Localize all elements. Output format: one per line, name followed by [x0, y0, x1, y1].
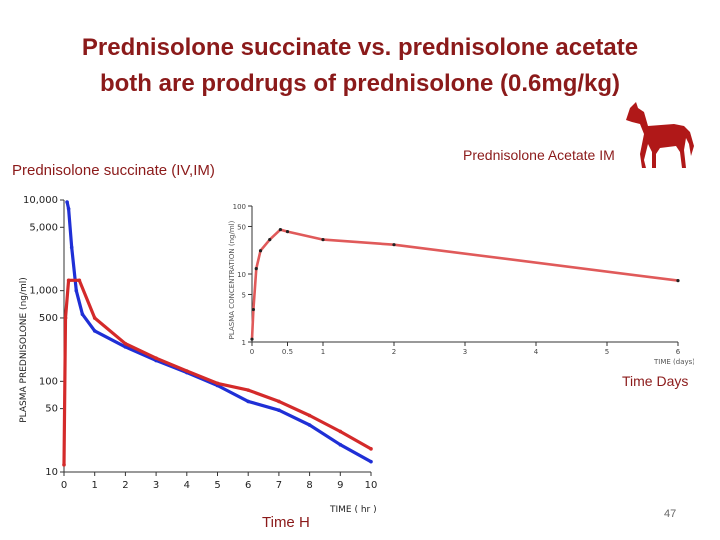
x-tick-label: 8 — [306, 480, 312, 491]
data-point — [69, 245, 74, 250]
data-point — [254, 267, 258, 271]
acetate-chart: PLASMA CONCENTRATION (ng/ml) 1 5 10 50 100 0 0… — [228, 203, 694, 366]
right-chart-label: Prednisolone Acetate IM — [463, 147, 615, 163]
y-tick-label: 500 — [39, 313, 58, 324]
data-point — [246, 388, 250, 392]
data-point — [321, 238, 325, 242]
data-point — [65, 200, 69, 204]
data-point — [277, 408, 281, 413]
x-tick-label: 3 — [463, 348, 467, 356]
plot-area: 1 5 10 50 100 0 0.5 1 2 3 4 5 6 — [233, 203, 681, 356]
data-point — [392, 243, 396, 247]
y-tick-label: 10,000 — [23, 195, 58, 206]
left-chart-label: Prednisolone succinate (IV,IM) — [12, 162, 215, 179]
x-tick-label: 6 — [676, 348, 681, 356]
data-point — [246, 399, 250, 404]
x-tick-label: 4 — [534, 348, 539, 356]
x-tick-label: 6 — [245, 480, 251, 491]
data-point — [278, 227, 282, 232]
x-tick-label: 0 — [61, 480, 67, 491]
x-tick-label: 1 — [321, 348, 325, 356]
x-tick-label: 3 — [153, 480, 159, 491]
data-point — [307, 423, 312, 427]
slide-title: Prednisolone succinate vs. prednisolone … — [0, 30, 720, 102]
data-point — [338, 442, 343, 447]
data-point — [63, 316, 68, 320]
data-point — [215, 381, 220, 386]
succinate-chart: PLASMA PREDNISOLONE (ng/ml) 10,000 5,000 1… — [19, 195, 377, 515]
x-tick-label: 2 — [392, 348, 396, 356]
data-point — [268, 238, 272, 242]
data-point — [92, 329, 97, 333]
data-point — [92, 316, 97, 320]
y-tick-label: 1 — [242, 339, 246, 347]
data-point — [123, 341, 128, 346]
data-point — [369, 459, 373, 464]
data-point — [123, 345, 128, 349]
data-point — [80, 312, 85, 317]
y-tick-label: 50 — [237, 223, 246, 231]
y-axis-title-text: PLASMA PREDNISOLONE (ng/ml) — [19, 277, 29, 423]
data-point — [77, 278, 82, 283]
data-point — [338, 429, 343, 434]
x-axis-title: TIME (days) — [653, 358, 694, 366]
x-tick-label: 9 — [337, 480, 343, 491]
data-point — [258, 249, 263, 253]
x-tick-label: 7 — [276, 480, 282, 491]
data-point — [251, 307, 256, 312]
data-point — [307, 413, 312, 418]
data-point — [74, 288, 79, 293]
data-point — [277, 399, 281, 404]
x-tick-label: 1 — [92, 480, 98, 491]
y-tick-label: 10 — [237, 271, 246, 279]
time-days-label: Time Days — [622, 373, 689, 389]
data-point — [285, 230, 290, 234]
y-tick-label: 100 — [233, 203, 246, 211]
horse-icon — [626, 102, 694, 168]
title-line-2: both are prodrugs of prednisolone (0.6mg… — [99, 70, 621, 97]
y-tick-label: 50 — [45, 404, 58, 415]
x-tick-label: 2 — [122, 480, 128, 491]
data-point — [66, 206, 71, 211]
x-tick-label: 0.5 — [282, 348, 293, 356]
x-axis-title: TIME ( hr ) — [329, 505, 377, 515]
data-point — [66, 278, 71, 283]
y-tick-label: 5 — [242, 291, 246, 299]
data-point — [676, 278, 680, 283]
y-tick-label: 1,000 — [29, 286, 58, 297]
y-axis-title: PLASMA PREDNISOLONE (ng/ml) — [19, 277, 29, 423]
series-line-0 — [250, 228, 679, 340]
data-point — [369, 447, 373, 451]
time-h-label: Time H — [262, 514, 310, 531]
title-line-1: Prednisolone succinate vs. prednisolone … — [81, 34, 639, 61]
x-tick-label: 4 — [184, 480, 190, 491]
data-point — [154, 356, 158, 360]
x-tick-label: 5 — [214, 480, 220, 491]
data-point — [62, 463, 66, 467]
x-tick-label: 5 — [605, 348, 609, 356]
y-tick-label: 100 — [39, 376, 58, 387]
y-axis-title: PLASMA CONCENTRATION (ng/ml) — [228, 220, 236, 339]
y-tick-label: 5,000 — [29, 222, 58, 233]
x-tick-label: 0 — [250, 348, 254, 356]
data-point — [185, 369, 189, 373]
y-tick-label: 10 — [45, 467, 58, 478]
x-tick-label: 10 — [365, 480, 378, 491]
data-point — [250, 337, 254, 341]
page-number: 47 — [664, 508, 677, 520]
